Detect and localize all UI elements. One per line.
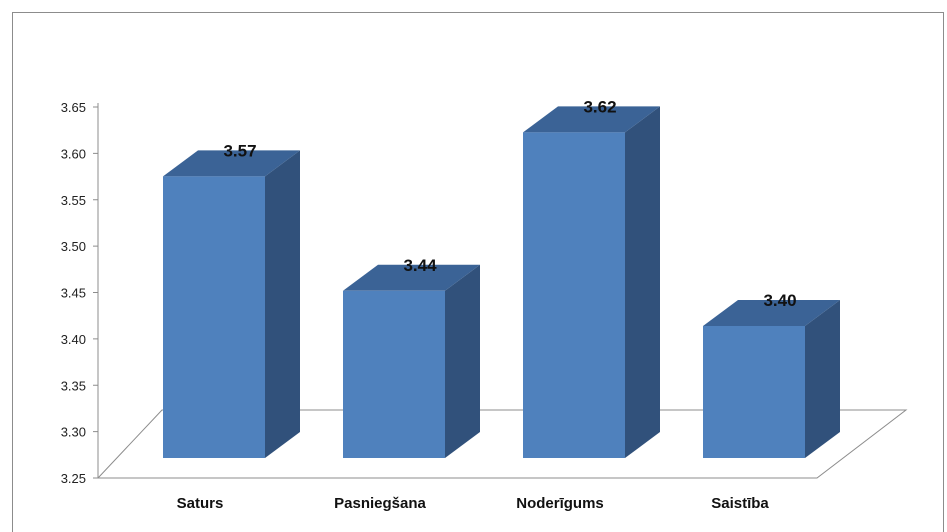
x-tick-label: Pasniegšana: [334, 495, 426, 512]
bar-side: [805, 300, 840, 458]
bar-top: [343, 264, 480, 291]
bar-group: 3.44: [343, 256, 480, 458]
bar: [163, 176, 265, 458]
chart-floor: [96, 409, 908, 479]
bar: [523, 132, 625, 458]
bar-group: 3.40: [703, 291, 840, 458]
y-tick-label: 3.65: [61, 100, 86, 115]
floor-plane: [96, 409, 908, 479]
data-label: 3.44: [403, 256, 437, 275]
y-tick-label: 3.30: [61, 425, 86, 440]
y-tick-label: 3.55: [61, 193, 86, 208]
chart-frame: [12, 12, 944, 532]
y-tick-label: 3.50: [61, 239, 86, 254]
bar-side: [625, 106, 660, 459]
bar-group: 3.57: [163, 141, 300, 458]
bar-group: 3.62: [523, 97, 660, 459]
y-tick-label: 3.45: [61, 286, 86, 301]
y-tick-label: 3.40: [61, 332, 86, 347]
data-label: 3.57: [223, 141, 256, 160]
y-axis: 3.25 3.30 3.35 3.40 3.45 3.50 3.55 3.60 3.65: [61, 100, 99, 486]
data-label: 3.62: [583, 97, 616, 116]
data-label: 3.40: [763, 291, 796, 310]
bar: [343, 290, 445, 458]
bars: 3.57 3.44 3.62 3.40: [163, 97, 840, 459]
bar-top: [163, 150, 300, 177]
x-tick-label: Saturs: [177, 495, 224, 512]
bar-side: [445, 264, 480, 458]
bar: [703, 326, 805, 458]
y-tick-label: 3.25: [61, 471, 86, 486]
x-axis-labels: Saturs Pasniegšana Noderīgums Saistība: [177, 495, 770, 512]
x-tick-label: Saistība: [711, 495, 769, 512]
bar-top: [523, 106, 660, 133]
x-tick-label: Noderīgums: [516, 495, 604, 512]
y-tick-label: 3.60: [61, 146, 86, 161]
bar-side: [265, 150, 300, 458]
bar-top: [703, 300, 840, 326]
y-tick-label: 3.35: [61, 378, 86, 393]
